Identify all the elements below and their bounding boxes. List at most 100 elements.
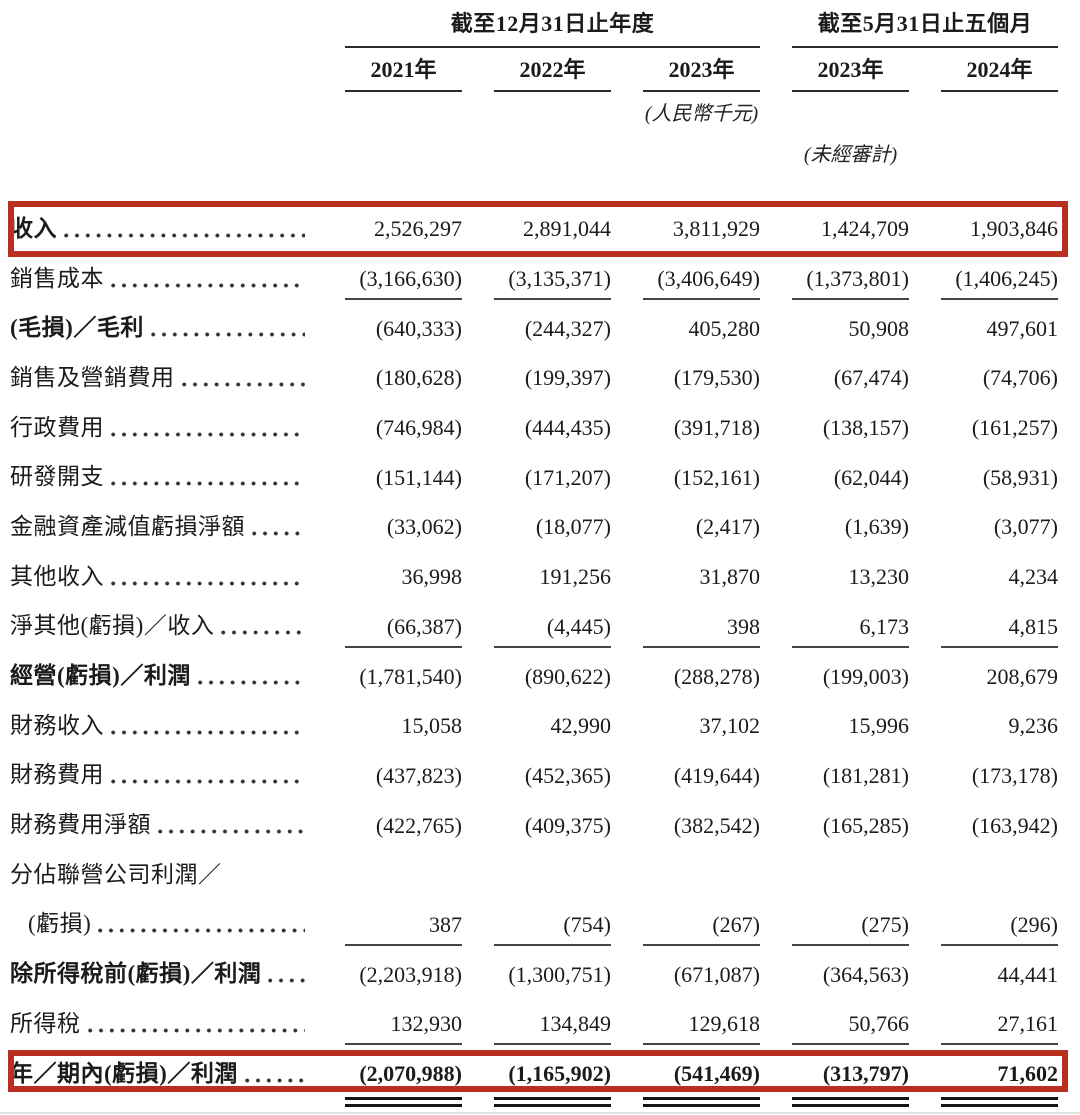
value-cell: 134,849 bbox=[494, 1011, 611, 1046]
dot-leader bbox=[64, 232, 305, 238]
value-cell: (138,157) bbox=[822, 415, 909, 441]
dot-leader bbox=[111, 282, 305, 288]
period-header-annual: 截至12月31日止年度 bbox=[345, 10, 760, 48]
value-cell: (1,300,751) bbox=[508, 961, 611, 987]
value-cell: (151,144) bbox=[375, 464, 462, 490]
value-cell: 4,815 bbox=[941, 614, 1058, 648]
row-label: 淨其他(虧損)／收入 bbox=[10, 613, 215, 639]
unaudited-note: (未經審計) bbox=[803, 144, 898, 166]
value-cell: (409,375) bbox=[524, 812, 611, 838]
value-cell: 15,996 bbox=[848, 713, 910, 739]
row-label: (虧損) bbox=[28, 911, 92, 937]
value-cell: (1,406,245) bbox=[941, 266, 1058, 301]
value-cell: (640,333) bbox=[375, 315, 462, 341]
dot-leader bbox=[268, 978, 305, 984]
currency-unit-note: (人民幣千元) bbox=[644, 103, 759, 125]
dot-leader bbox=[244, 1077, 305, 1083]
value-cell: 50,766 bbox=[792, 1011, 909, 1046]
row-label: 除所得稅前(虧損)／利潤 bbox=[10, 961, 262, 987]
value-cell: (4,445) bbox=[494, 614, 611, 648]
dot-leader bbox=[111, 481, 305, 487]
value-cell: (1,639) bbox=[844, 514, 909, 540]
value-cell: (267) bbox=[643, 912, 760, 946]
table-row-gross-profit: (毛損)／毛利 (640,333) (244,327) 405,280 50,9… bbox=[0, 303, 1080, 353]
row-label: 所得稅 bbox=[10, 1010, 81, 1036]
value-cell: (444,435) bbox=[524, 415, 611, 441]
value-cell: (754) bbox=[494, 912, 611, 946]
table-row-admin-expenses: 行政費用 (746,984) (444,435) (391,718) (138,… bbox=[0, 403, 1080, 453]
value-cell: (541,469) bbox=[643, 1061, 760, 1108]
value-cell: (173,178) bbox=[971, 762, 1058, 788]
dot-leader bbox=[150, 332, 305, 338]
value-cell: (890,622) bbox=[524, 663, 611, 689]
table-row-revenue: 收入 2,526,297 2,891,044 3,811,929 1,424,7… bbox=[0, 201, 1080, 257]
dot-leader bbox=[221, 630, 305, 636]
value-cell: (67,474) bbox=[833, 365, 909, 391]
value-cell: 13,230 bbox=[848, 564, 910, 590]
table-row-share-of-associates-line2: (虧損) 387 (754) (267) (275) (296) bbox=[0, 900, 1080, 950]
value-cell: (746,984) bbox=[375, 415, 462, 441]
value-cell: (3,406,649) bbox=[643, 266, 760, 301]
table-row-finance-costs: 財務費用 (437,823) (452,365) (419,644) (181,… bbox=[0, 751, 1080, 801]
table-header-years: 2021年 2022年 2023年 2023年 2024年 bbox=[0, 48, 1080, 92]
value-cell: (1,781,540) bbox=[359, 663, 462, 689]
value-cell: (199,003) bbox=[822, 663, 909, 689]
dot-leader bbox=[111, 431, 305, 437]
row-label: 財務收入 bbox=[10, 712, 104, 738]
table-row-selling-expenses: 銷售及營銷費用 (180,628) (199,397) (179,530) (6… bbox=[0, 353, 1080, 403]
value-cell: 191,256 bbox=[539, 564, 612, 590]
value-cell: (199,397) bbox=[524, 365, 611, 391]
header-gap bbox=[0, 92, 1080, 204]
year-column-header-2023: 2023年 bbox=[643, 56, 760, 92]
value-cell: 129,618 bbox=[643, 1011, 760, 1046]
value-cell: (2,070,988) bbox=[345, 1061, 462, 1108]
row-label: (毛損)／毛利 bbox=[10, 315, 144, 341]
value-cell: (364,563) bbox=[822, 961, 909, 987]
dot-leader bbox=[111, 729, 305, 735]
value-cell: 208,679 bbox=[986, 663, 1059, 689]
table-row-income-tax: 所得稅 132,930 134,849 129,618 50,766 27,16… bbox=[0, 999, 1080, 1049]
value-cell: 37,102 bbox=[699, 713, 761, 739]
value-cell: (62,044) bbox=[833, 464, 909, 490]
value-cell: (3,077) bbox=[993, 514, 1058, 540]
table-row-net-other-income: 淨其他(虧損)／收入 (66,387) (4,445) 398 6,173 4,… bbox=[0, 602, 1080, 652]
value-cell: (180,628) bbox=[375, 365, 462, 391]
table-row-rd-expenses: 研發開支 (151,144) (171,207) (152,161) (62,0… bbox=[0, 452, 1080, 502]
value-cell: (3,166,630) bbox=[345, 266, 462, 301]
table-row-net-finance-costs: 財務費用淨額 (422,765) (409,375) (382,542) (16… bbox=[0, 800, 1080, 850]
value-cell: (391,718) bbox=[673, 415, 760, 441]
dot-leader bbox=[252, 530, 305, 536]
value-cell: (74,706) bbox=[982, 365, 1058, 391]
value-cell: 9,236 bbox=[1008, 713, 1059, 739]
year-column-header-2024-5m: 2024年 bbox=[941, 56, 1058, 92]
row-label: 年／期內(虧損)／利潤 bbox=[10, 1060, 238, 1086]
value-cell: 497,601 bbox=[986, 315, 1059, 341]
year-column-header-2023-5m: 2023年 bbox=[792, 56, 909, 92]
value-cell: (58,931) bbox=[982, 464, 1058, 490]
row-label: 研發開支 bbox=[10, 464, 104, 490]
value-cell: (171,207) bbox=[524, 464, 611, 490]
row-label: 金融資產減值虧損淨額 bbox=[10, 513, 245, 539]
value-cell: 31,870 bbox=[699, 564, 761, 590]
value-cell: 405,280 bbox=[688, 315, 761, 341]
value-cell: 6,173 bbox=[792, 614, 909, 648]
value-cell: 3,811,929 bbox=[672, 216, 760, 242]
dot-leader bbox=[87, 1027, 305, 1033]
value-cell: (1,165,902) bbox=[494, 1061, 611, 1108]
dot-leader bbox=[181, 381, 305, 387]
row-label: 財務費用淨額 bbox=[10, 812, 151, 838]
dot-leader bbox=[197, 680, 305, 686]
table-row-cost-of-sales: 銷售成本 (3,166,630) (3,135,371) (3,406,649)… bbox=[0, 254, 1080, 304]
value-cell: 1,903,846 bbox=[970, 216, 1058, 242]
value-cell: 36,998 bbox=[401, 564, 463, 590]
period-header-five-months: 截至5月31日止五個月 bbox=[792, 10, 1058, 48]
value-cell: (437,823) bbox=[375, 762, 462, 788]
dot-leader bbox=[111, 580, 305, 586]
value-cell: (2,203,918) bbox=[359, 961, 462, 987]
value-cell: (179,530) bbox=[673, 365, 760, 391]
value-cell: (382,542) bbox=[673, 812, 760, 838]
row-label: 銷售成本 bbox=[10, 265, 104, 291]
header-label-spacer bbox=[10, 10, 345, 48]
value-cell: (313,797) bbox=[792, 1061, 909, 1108]
row-label: 收入 bbox=[10, 215, 57, 241]
